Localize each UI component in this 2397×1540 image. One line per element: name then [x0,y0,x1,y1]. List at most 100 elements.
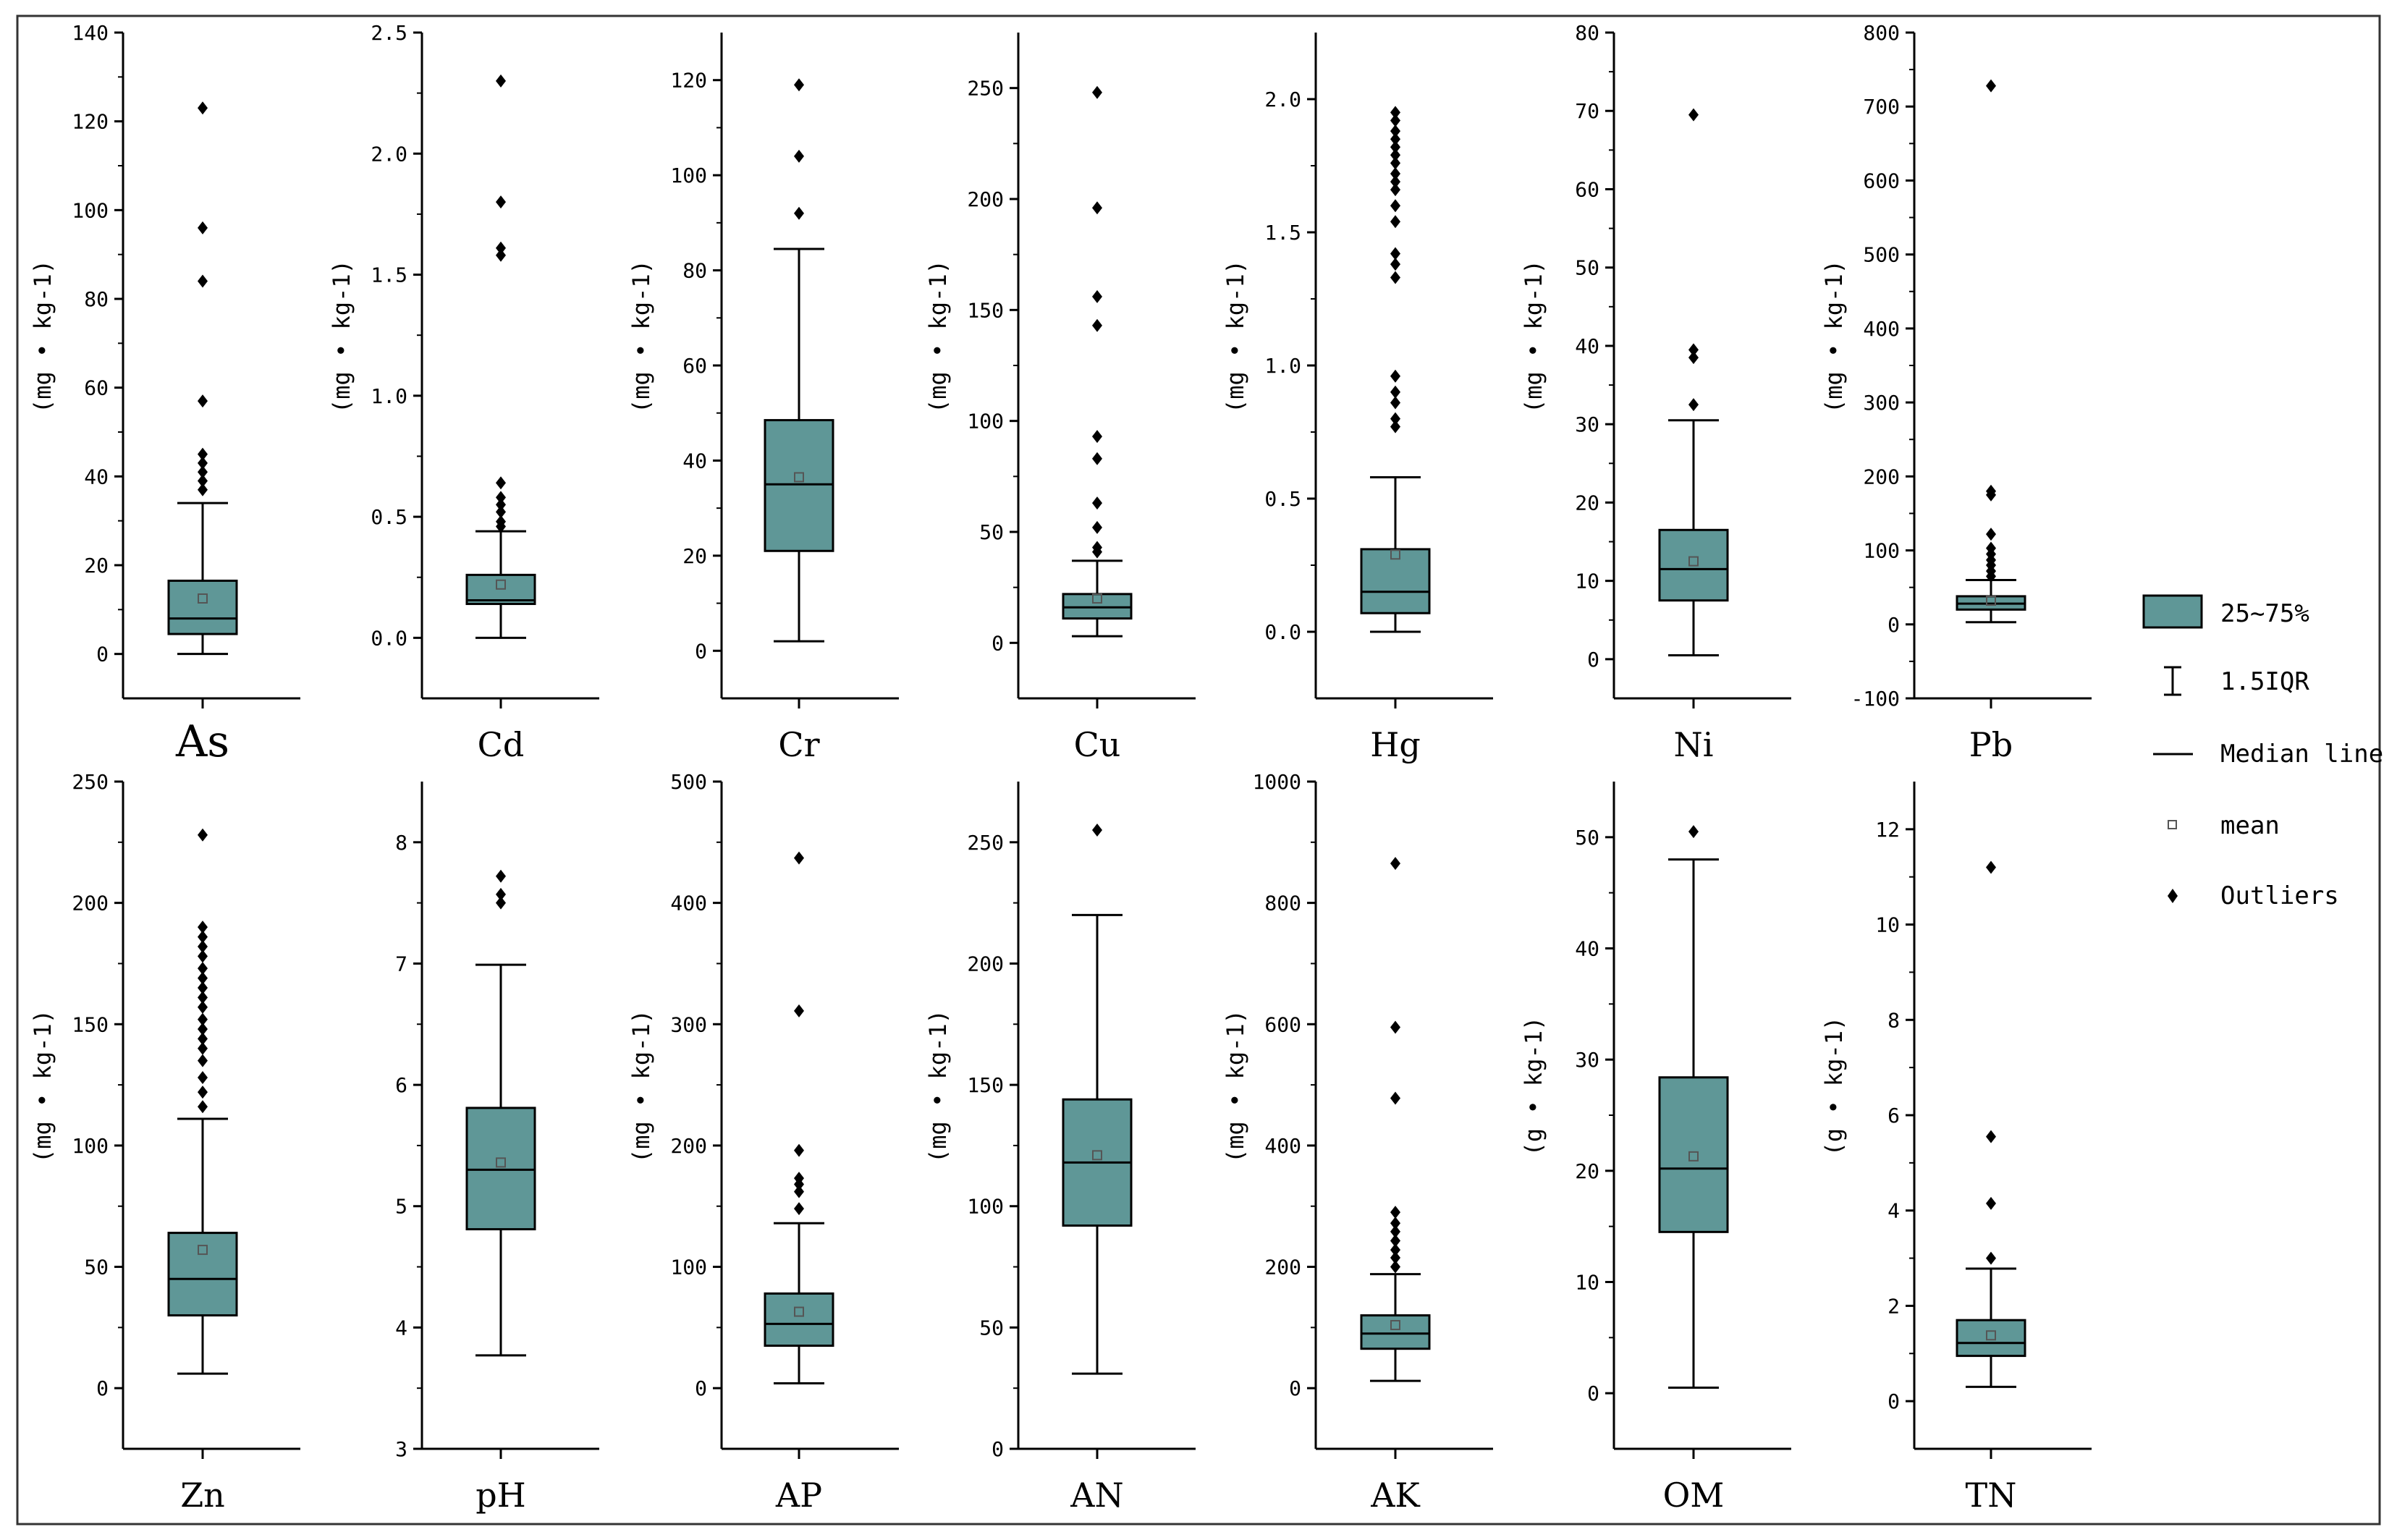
y-tick-label-ap-2: 200 [670,1134,707,1158]
x-category-label-ph: pH [475,1476,526,1515]
outlier-hg-9 [1390,199,1400,213]
x-category-label-as: As [175,716,229,767]
mean-marker-an [1092,1150,1102,1161]
outlier-cd-4 [496,491,506,504]
legend-item-median: Median line [2153,740,2383,769]
outlier-ph-1 [496,887,506,901]
outlier-ap-6 [794,851,804,865]
x-category-label-an: AN [1070,1476,1123,1515]
y-tick-label-ak-2: 400 [1264,1134,1301,1158]
y-tick-label-ph-5: 8 [395,831,407,855]
y-tick-label-an-1: 50 [979,1316,1004,1340]
outlier-om-0 [1688,825,1699,839]
y-tick-label-as-6: 120 [72,110,109,134]
outlier-as-1 [198,474,208,488]
outlier-hg-13 [1390,156,1400,170]
y-tick-label-pb-5: 400 [1863,317,1900,341]
outlier-cd-7 [496,241,506,255]
mean-marker-pb [1986,596,1996,606]
mean-marker-hg [1390,549,1400,560]
outlier-hg-2 [1390,396,1400,410]
outlier-ak-2 [1390,1243,1400,1257]
panel-om: 0 10 20 30 40 50 (g • kg-1) OM [1520,782,1791,1515]
y-tick-label-an-3: 150 [967,1073,1004,1097]
y-tick-label-ap-3: 300 [670,1012,707,1036]
y-tick-label-ni-6: 60 [1575,177,1599,201]
panel-ni: 0 10 20 30 40 50 60 70 80 (mg • kg-1) Ni [1520,21,1791,764]
y-tick-label-an-2: 100 [967,1195,1004,1219]
y-tick-label-ni-4: 40 [1575,334,1599,358]
panel-cu: 0 50 100 150 200 250 (mg • kg-1) Cu [924,33,1196,764]
legend-mean-marker [2168,820,2177,829]
x-category-label-pb: Pb [1969,725,2013,764]
outlier-ni-3 [1688,108,1699,122]
y-tick-label-an-5: 250 [967,831,1004,855]
outlier-zn-6 [198,1022,208,1036]
y-axis-label-hg: (mg • kg-1) [1222,260,1249,413]
y-tick-label-ni-7: 70 [1575,99,1599,123]
outlier-pb-6 [1986,528,1996,541]
mean-marker-cr [794,472,804,483]
panel-an: 0 50 100 150 200 250 (mg • kg-1) AN [924,782,1196,1515]
y-tick-label-cu-5: 250 [967,77,1004,101]
outlier-tn-0 [1986,1251,1996,1265]
x-category-label-ap: AP [775,1476,822,1515]
mean-marker-ak [1390,1320,1400,1331]
x-category-label-hg: Hg [1370,725,1421,764]
y-tick-label-ph-0: 3 [395,1437,407,1461]
y-tick-label-as-3: 60 [84,376,109,400]
panel-zn: 0 50 100 150 200 250 (mg • kg-1) Zn [29,770,300,1515]
y-tick-label-zn-3: 150 [72,1012,109,1036]
y-axis-label-cu: (mg • kg-1) [924,260,952,413]
y-tick-label-an-4: 200 [967,952,1004,976]
outlier-hg-1 [1390,412,1400,426]
mean-marker-ni [1688,556,1699,567]
y-tick-label-as-7: 140 [72,21,109,45]
outlier-cu-6 [1092,318,1102,332]
outlier-as-4 [198,447,208,461]
y-tick-label-pb-9: 800 [1863,21,1900,45]
y-tick-label-pb-4: 300 [1863,391,1900,415]
legend: 25~75% 1.5IQR Median line mean Outliers [2142,594,2383,910]
y-tick-label-tn-1: 2 [1887,1294,1900,1318]
y-tick-label-hg-1: 0.5 [1264,487,1301,511]
legend-median-label: Median line [2220,740,2383,769]
outlier-as-2 [198,465,208,479]
legend-outlier-marker [2168,889,2178,903]
figure-frame [16,14,2381,1526]
outlier-as-3 [198,456,208,470]
y-tick-label-as-1: 20 [84,554,109,578]
y-tick-label-ap-5: 500 [670,770,707,794]
y-tick-label-cd-2: 1.0 [371,384,407,408]
outlier-hg-10 [1390,183,1400,197]
mean-marker-cu [1092,593,1102,604]
y-tick-label-om-0: 0 [1587,1382,1599,1405]
y-axis-label-an: (mg • kg-1) [924,1010,952,1163]
x-category-label-cd: Cd [478,725,525,764]
y-axis-label-cd: (mg • kg-1) [328,260,355,413]
y-tick-label-om-2: 20 [1575,1159,1599,1183]
outlier-cu-3 [1092,496,1102,510]
outlier-pb-9 [1986,79,1996,93]
y-tick-label-ak-4: 800 [1264,892,1301,915]
y-tick-label-zn-2: 100 [72,1134,109,1158]
y-tick-label-hg-0: 0.0 [1264,620,1301,644]
x-category-label-tn: TN [1966,1476,2017,1515]
outlier-hg-4 [1390,369,1400,383]
y-tick-label-ph-3: 6 [395,1073,407,1097]
x-category-label-zn: Zn [180,1476,225,1515]
x-category-label-cu: Cu [1074,725,1121,764]
y-tick-label-zn-5: 250 [72,770,109,794]
x-category-label-ni: Ni [1674,725,1714,764]
y-tick-label-as-0: 0 [96,643,109,667]
y-tick-label-ph-4: 7 [395,952,407,976]
outlier-zn-8 [198,1000,208,1014]
outlier-zn-10 [198,981,208,994]
y-tick-label-ak-1: 200 [1264,1256,1301,1279]
y-tick-label-ap-0: 0 [695,1376,707,1400]
outlier-zn-2 [198,1071,208,1085]
iqr-box-zn [167,1232,238,1317]
outlier-hg-3 [1390,385,1400,399]
